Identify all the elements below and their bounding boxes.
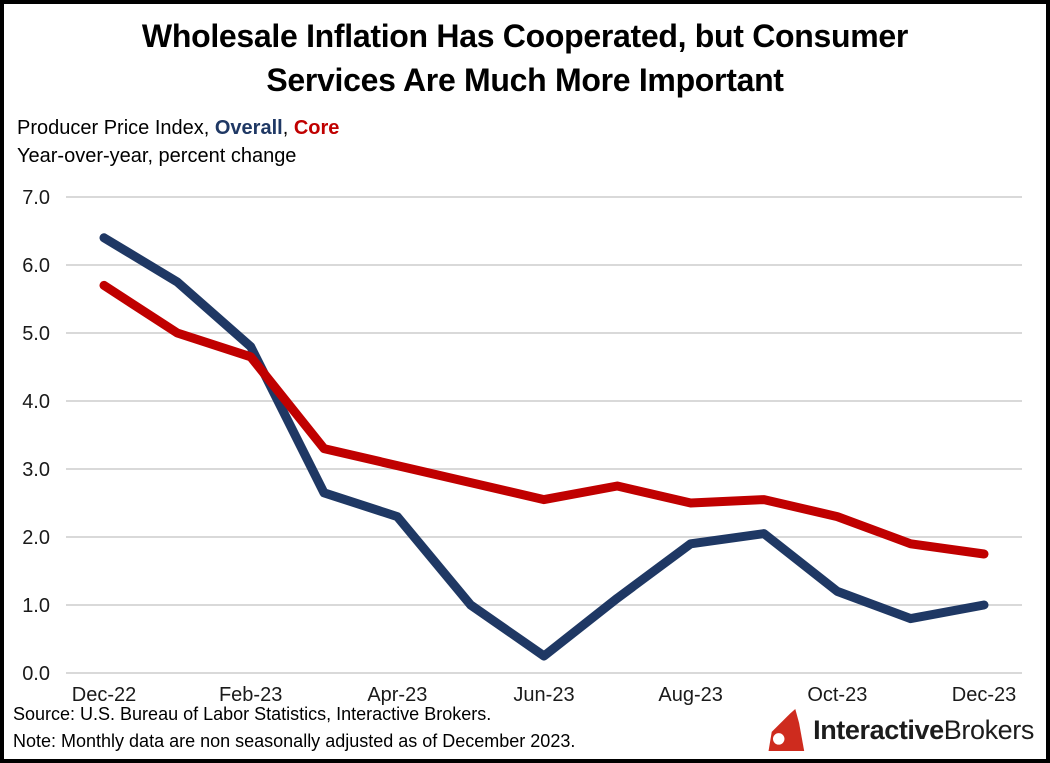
chart-title: Wholesale Inflation Has Cooperated, but … [4,14,1046,102]
interactive-brokers-logo: InteractiveBrokers [768,709,1034,751]
y-axis-tick-label: 1.0 [22,595,50,617]
methodology-note: Note: Monthly data are non seasonally ad… [13,731,576,751]
line-chart-plot-area: 0.0 1.0 2.0 3.0 4.0 5.0 6.0 7.0 Dec-22 Feb-23 Apr-… [22,187,1022,706]
y-axis-tick-label: 6.0 [22,255,50,277]
chart-footnotes: Source: U.S. Bureau of Labor Statistics,… [13,701,575,755]
y-axis-tick-label: 0.0 [22,663,50,685]
series-line-overall [99,233,989,661]
subtitle-separator: , [282,117,294,139]
y-axis-tick-label: 4.0 [22,391,50,413]
legend-core-label: Core [293,117,340,139]
x-axis-tick-label: Dec-23 [952,684,1016,706]
subtitle-legend-line: Producer Price Index, Overall, Core [17,114,1046,142]
chart-title-line2: Services Are Much More Important [266,62,784,98]
x-axis-tick-label: Aug-23 [658,684,723,706]
x-axis-tick-label: Apr-23 [367,684,427,706]
interactive-brokers-wordmark: InteractiveBrokers [813,714,1034,745]
x-axis-tick-label: Jun-23 [513,684,574,706]
chart-title-line1: Wholesale Inflation Has Cooperated, but … [141,18,909,54]
subtitle-prefix: Producer Price Index, [17,117,215,139]
y-axis-tick-label: 2.0 [22,527,50,549]
subtitle-units-line: Year-over-year, percent change [17,145,297,167]
y-axis-tick-label: 7.0 [22,187,50,209]
x-axis-tick-label: Feb-23 [219,684,282,706]
chart-subtitle: Producer Price Index, Overall, Core Year… [17,114,1046,170]
y-axis-tick-label: 5.0 [22,323,50,345]
x-axis-tick-label: Dec-22 [72,684,136,706]
series-line-core [99,280,989,559]
legend-overall-label: Overall [214,117,283,139]
x-axis-tick-label: Oct-23 [807,684,867,706]
y-axis-tick-label: 3.0 [22,459,50,481]
interactive-brokers-sail-icon [768,709,805,751]
source-note: Source: U.S. Bureau of Labor Statistics,… [13,704,492,724]
